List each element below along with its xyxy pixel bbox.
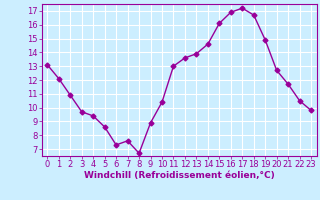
X-axis label: Windchill (Refroidissement éolien,°C): Windchill (Refroidissement éolien,°C)	[84, 171, 275, 180]
